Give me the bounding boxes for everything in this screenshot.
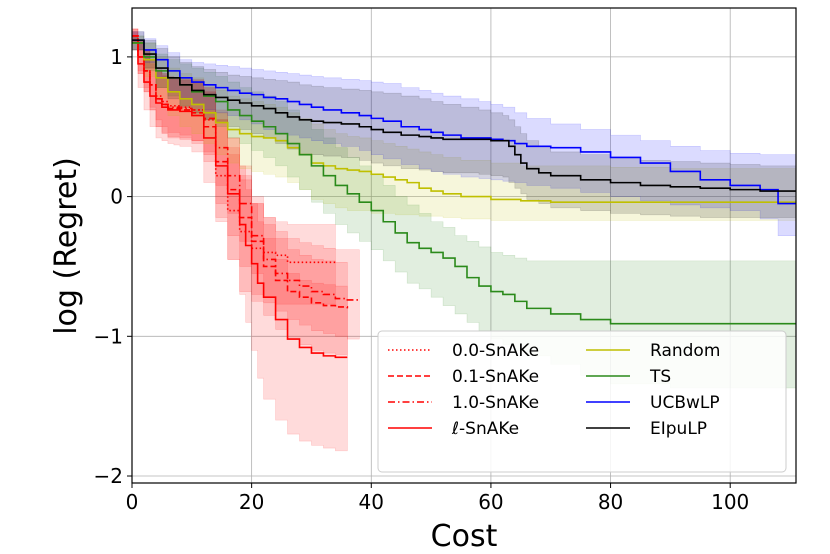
legend-label-0-1-snake: 0.1-SnAKe <box>452 367 539 387</box>
legend-label-ell-snake: ℓ-SnAKe <box>451 419 519 439</box>
y-tick-label: 1 <box>110 45 123 69</box>
x-axis-label: Cost <box>431 519 498 554</box>
y-axis-ticks: −2 −1 0 1 <box>94 45 132 488</box>
legend-label-eipulp: EIpuLP <box>650 419 707 439</box>
series-lines <box>132 35 796 359</box>
line-eipulp <box>132 39 796 192</box>
y-axis-label: log (Regret) <box>49 157 84 335</box>
y-tick-label: 0 <box>110 185 123 209</box>
y-tick-label: −2 <box>94 464 123 488</box>
x-tick-label: 80 <box>598 490 623 514</box>
legend-label-random: Random <box>650 341 720 361</box>
legend-label-ts: TS <box>649 367 671 387</box>
x-axis-ticks: 0 20 40 60 80 100 <box>126 483 749 514</box>
x-tick-label: 60 <box>478 490 503 514</box>
legend-frame <box>377 330 787 473</box>
legend-label-ucbwlp: UCBwLP <box>650 393 720 413</box>
line-ucbwlp <box>132 39 796 205</box>
plot-frame <box>131 7 797 484</box>
y-tick-label: −1 <box>94 324 123 348</box>
x-tick-label: 20 <box>239 490 264 514</box>
x-tick-label: 40 <box>359 490 384 514</box>
x-tick-label: 100 <box>711 490 749 514</box>
line-ell-snake <box>132 39 348 359</box>
line-1-0-snake <box>132 35 360 301</box>
x-tick-label: 0 <box>126 490 139 514</box>
legend-label-0-0-snake: 0.0-SnAKe <box>452 341 539 361</box>
legend: 0.0-SnAKe 0.1-SnAKe 1.0-SnAKe ℓ-SnAKe Random… <box>377 330 787 473</box>
line-ts <box>132 42 796 325</box>
band-eipulp <box>131 31 797 218</box>
legend-label-1-0-snake: 1.0-SnAKe <box>452 393 539 413</box>
